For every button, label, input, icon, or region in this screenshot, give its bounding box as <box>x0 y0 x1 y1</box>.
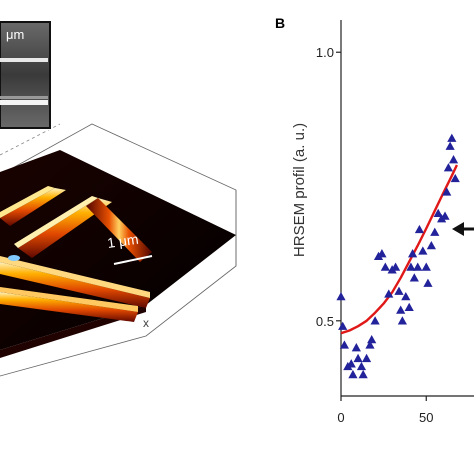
data-point <box>442 187 452 196</box>
data-point <box>447 133 457 142</box>
data-point <box>414 224 425 234</box>
data-point <box>397 316 407 325</box>
data-point <box>367 335 377 344</box>
x-tick-label: 50 <box>419 410 433 425</box>
scale-label: 1 μm <box>106 231 139 251</box>
data-points <box>336 133 460 379</box>
data-point <box>351 343 361 352</box>
data-point <box>394 286 404 295</box>
y-tick-label: 0.5 <box>316 314 334 329</box>
data-point <box>361 353 372 363</box>
data-point <box>413 262 423 271</box>
arrow-annotation <box>452 222 474 236</box>
data-point <box>406 262 416 271</box>
data-point <box>358 369 368 379</box>
data-point <box>448 155 459 164</box>
x-axis-label: x <box>143 316 149 330</box>
scale-bar <box>113 255 153 265</box>
data-point <box>450 173 460 183</box>
panel-a: 1 μm x μm <box>0 20 237 377</box>
data-point <box>401 292 411 301</box>
data-point <box>409 273 419 282</box>
data-point <box>365 340 375 349</box>
panel-letter: B <box>275 15 285 31</box>
data-point <box>356 361 367 371</box>
data-point <box>423 278 433 287</box>
data-point <box>443 163 454 172</box>
fit-curve-group <box>340 164 458 335</box>
data-point <box>377 249 387 258</box>
data-point <box>353 353 363 363</box>
afm-ridges <box>0 186 152 322</box>
data-point <box>408 249 418 258</box>
data-point <box>433 208 443 218</box>
x-ticks: 0 50 <box>337 396 433 425</box>
y-ticks: 1.0 0.5 <box>316 45 341 329</box>
y-axis-label: HRSEM profil (a. u.) <box>291 123 308 257</box>
data-point <box>440 211 450 220</box>
data-point <box>346 359 356 368</box>
x-tick-label: 0 <box>337 410 344 425</box>
data-point <box>336 292 346 301</box>
data-point <box>370 316 380 325</box>
data-point <box>384 289 394 298</box>
inset-image: μm <box>0 20 52 130</box>
inset-scale-label: μm <box>6 27 24 42</box>
data-point <box>348 369 358 379</box>
fit-curve <box>340 164 458 335</box>
data-point <box>418 246 428 255</box>
data-point <box>390 262 401 271</box>
data-point <box>445 141 455 150</box>
data-point <box>338 321 348 330</box>
data-point <box>339 340 350 349</box>
data-point <box>426 241 436 250</box>
y-tick-label: 1.0 <box>316 45 334 60</box>
data-point <box>430 227 440 236</box>
data-point <box>380 262 390 271</box>
panel-b: B HRSEM profil (a. u.) 1.0 0.5 0 50 <box>275 15 474 425</box>
data-point <box>421 262 431 271</box>
data-point <box>404 302 414 312</box>
data-point <box>396 305 406 314</box>
